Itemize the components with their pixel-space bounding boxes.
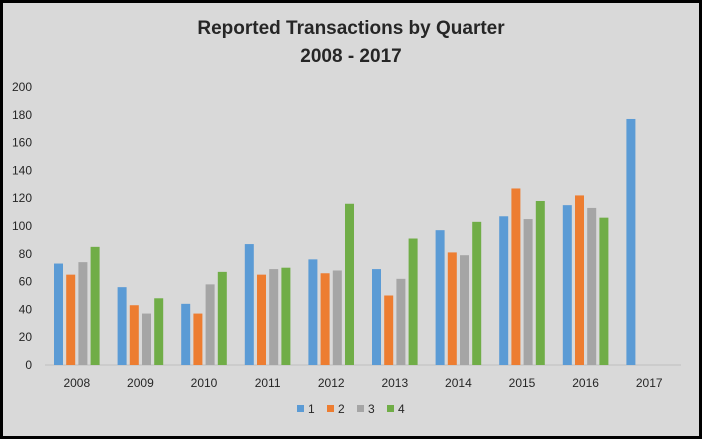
bar-2009-q1 bbox=[117, 287, 127, 365]
legend-swatch bbox=[327, 405, 334, 412]
bar-2015-q3 bbox=[523, 219, 533, 365]
y-tick-label: 140 bbox=[12, 163, 32, 177]
bar-2013-q4 bbox=[408, 238, 418, 365]
legend-swatch bbox=[357, 405, 364, 412]
y-tick-label: 60 bbox=[19, 275, 33, 289]
legend: 1 2 3 4 bbox=[297, 402, 405, 416]
bar-2015-q4 bbox=[535, 200, 545, 365]
bar-2011-q3 bbox=[269, 269, 279, 365]
y-tick-label: 100 bbox=[12, 219, 32, 233]
bar-2017-q1 bbox=[626, 118, 636, 365]
y-tick-label: 180 bbox=[12, 108, 32, 122]
bar-2008-q3 bbox=[78, 262, 88, 365]
chart-title: Reported Transactions by Quarter bbox=[197, 18, 505, 39]
bar-2010-q2 bbox=[193, 313, 203, 365]
bar-2012-q4 bbox=[345, 203, 354, 365]
x-tick-label: 2016 bbox=[572, 376, 599, 390]
bar-2011-q4 bbox=[281, 267, 291, 365]
bar-2008-q1 bbox=[54, 263, 63, 365]
legend-label: 3 bbox=[368, 402, 375, 416]
bar-2014-q2 bbox=[447, 252, 457, 365]
bar-2015-q2 bbox=[511, 188, 521, 365]
legend-label: 4 bbox=[398, 402, 405, 416]
bar-2009-q3 bbox=[142, 313, 151, 365]
bar-2016-q4 bbox=[599, 217, 609, 365]
x-tick-label: 2014 bbox=[445, 376, 472, 390]
bar-2012-q1 bbox=[308, 259, 318, 365]
bar-2010-q4 bbox=[217, 271, 227, 365]
x-tick-label: 2009 bbox=[127, 376, 154, 390]
x-axis: 2008 2009 2010 2011 2012 2013 2014 2015 2016 2017 bbox=[63, 376, 662, 390]
legend-swatch bbox=[297, 405, 304, 412]
bar-2014-q3 bbox=[460, 255, 469, 365]
bar-2013-q3 bbox=[396, 278, 406, 365]
legend-label: 2 bbox=[338, 402, 345, 416]
bar-2013-q2 bbox=[384, 295, 394, 365]
y-tick-label: 200 bbox=[12, 80, 32, 94]
bar-2016-q1 bbox=[562, 205, 572, 365]
bar-2009-q4 bbox=[154, 298, 164, 365]
x-tick-label: 2017 bbox=[636, 376, 663, 390]
bar-2016-q3 bbox=[587, 207, 597, 365]
bar-2011-q2 bbox=[257, 274, 266, 365]
x-tick-label: 2012 bbox=[318, 376, 345, 390]
y-tick-label: 80 bbox=[19, 247, 33, 261]
bar-2013-q1 bbox=[372, 269, 381, 365]
legend-swatch bbox=[387, 405, 394, 412]
bar-2010-q3 bbox=[205, 284, 215, 365]
x-tick-label: 2013 bbox=[381, 376, 408, 390]
y-tick-label: 20 bbox=[19, 330, 33, 344]
y-axis: 0 20 40 60 80 100 120 140 160 180 200 bbox=[12, 80, 32, 372]
y-tick-label: 0 bbox=[25, 358, 32, 372]
bar-2014-q1 bbox=[435, 230, 445, 365]
x-tick-label: 2015 bbox=[509, 376, 536, 390]
bar-2012-q3 bbox=[332, 270, 342, 365]
y-tick-label: 40 bbox=[19, 302, 33, 316]
legend-label: 1 bbox=[308, 402, 315, 416]
y-tick-label: 160 bbox=[12, 136, 32, 150]
x-tick-label: 2010 bbox=[191, 376, 218, 390]
bars-group bbox=[54, 118, 636, 365]
bar-2010-q1 bbox=[181, 303, 191, 365]
bar-2008-q2 bbox=[66, 274, 76, 365]
bar-2014-q4 bbox=[472, 221, 482, 365]
x-tick-label: 2011 bbox=[255, 376, 281, 390]
bar-2011-q1 bbox=[244, 244, 254, 365]
bar-2015-q1 bbox=[499, 216, 509, 365]
chart-subtitle: 2008 - 2017 bbox=[300, 46, 401, 67]
bar-2008-q4 bbox=[90, 246, 100, 365]
bar-2012-q2 bbox=[320, 273, 330, 365]
x-tick-label: 2008 bbox=[63, 376, 90, 390]
bar-2016-q2 bbox=[575, 195, 584, 365]
bar-2009-q2 bbox=[129, 305, 139, 365]
y-tick-label: 120 bbox=[12, 191, 32, 205]
